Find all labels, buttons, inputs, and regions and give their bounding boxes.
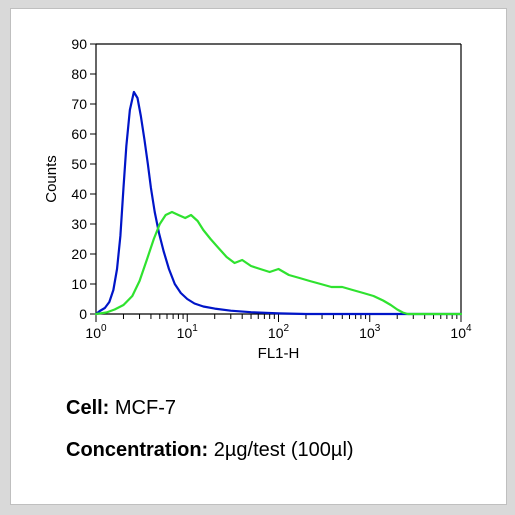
svg-text:104: 104 [450,323,472,341]
caption-cell-label: Cell: [66,397,109,419]
svg-text:100: 100 [85,323,107,341]
svg-text:FL1-H: FL1-H [258,345,300,362]
caption-cell-value: MCF-7 [109,397,176,419]
caption-concentration: Concentration: 2µg/test (100µl) [66,439,354,462]
caption-cell: Cell: MCF-7 [66,397,176,420]
svg-text:30: 30 [71,216,87,232]
svg-text:90: 90 [71,36,87,52]
histogram-plot: 0 10 20 30 40 50 60 70 80 90 Counts 100 101 102 103 104… [41,29,476,369]
svg-text:10: 10 [71,276,87,292]
caption-conc-label: Concentration: [66,439,208,461]
svg-text:101: 101 [177,323,199,341]
caption-conc-value: 2µg/test (100µl) [208,439,353,461]
svg-text:70: 70 [71,96,87,112]
svg-text:20: 20 [71,246,87,262]
svg-text:0: 0 [79,306,87,322]
svg-text:80: 80 [71,66,87,82]
svg-text:40: 40 [71,186,87,202]
flow-cytometry-chart: 0 10 20 30 40 50 60 70 80 90 Counts 100 101 102 103 104… [41,29,476,369]
svg-text:103: 103 [359,323,381,341]
svg-text:Counts: Counts [43,155,60,203]
svg-text:60: 60 [71,126,87,142]
svg-text:102: 102 [268,323,290,341]
figure-card: 0 10 20 30 40 50 60 70 80 90 Counts 100 101 102 103 104… [10,8,507,505]
svg-text:50: 50 [71,156,87,172]
